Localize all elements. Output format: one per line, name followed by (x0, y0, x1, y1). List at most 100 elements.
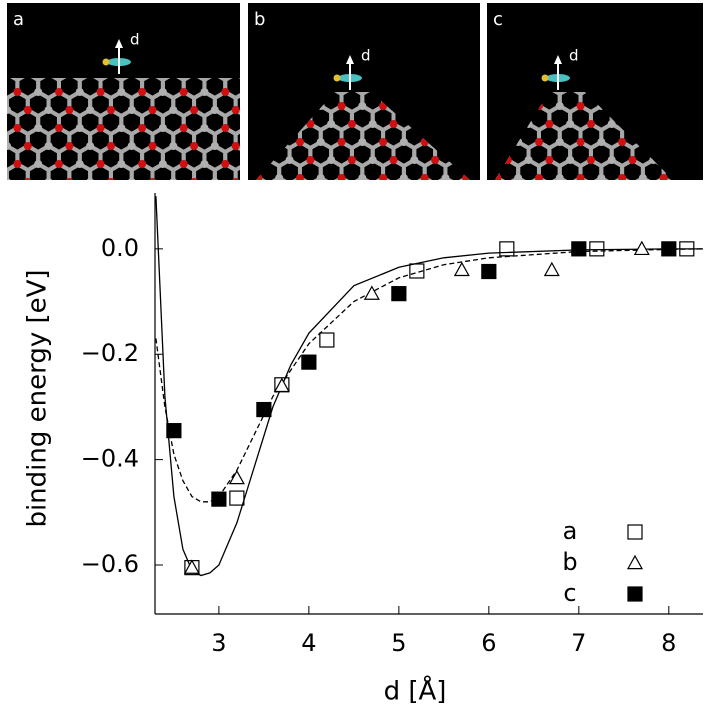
atom (535, 138, 543, 146)
bond (290, 214, 311, 238)
bond (300, 196, 321, 220)
atom (441, 174, 449, 182)
bond (248, 178, 269, 202)
atom (389, 228, 397, 236)
bond (695, 214, 704, 238)
atom (618, 210, 626, 218)
atom (431, 228, 439, 236)
bond (215, 236, 236, 260)
bond (414, 214, 435, 238)
atom (441, 210, 449, 218)
bond (529, 178, 550, 202)
atom (639, 174, 647, 182)
atom (306, 228, 314, 236)
atom (431, 156, 439, 164)
atom (389, 156, 397, 164)
bond (217, 232, 238, 256)
atom (556, 210, 564, 218)
atom (221, 232, 229, 240)
atom (545, 192, 553, 200)
bond (7, 200, 28, 224)
atom (338, 102, 346, 110)
bond (508, 196, 529, 220)
atom (86, 178, 94, 186)
bond (290, 250, 311, 274)
atom (545, 156, 553, 164)
marker (212, 492, 226, 506)
atom (180, 196, 188, 204)
bond (90, 200, 111, 224)
bond (163, 218, 184, 242)
atom (200, 232, 208, 240)
atom (660, 210, 668, 218)
bond (279, 232, 300, 256)
bond (445, 232, 466, 256)
bond (674, 214, 695, 238)
atom (462, 192, 470, 200)
atom (483, 210, 491, 218)
bond (310, 250, 331, 274)
atom (462, 228, 470, 236)
atom (169, 106, 177, 114)
atom (55, 160, 63, 168)
atom (211, 214, 219, 222)
bond (456, 214, 477, 238)
atom (462, 210, 470, 218)
panel: dc (456, 3, 704, 274)
atom (117, 124, 125, 132)
bond (487, 178, 508, 202)
bond (393, 214, 414, 238)
atom (649, 228, 657, 236)
atom (525, 228, 533, 236)
atom (421, 246, 429, 254)
atom (3, 142, 11, 150)
atom (0, 196, 1, 204)
atom (200, 88, 208, 96)
bond (477, 196, 498, 220)
atom (13, 88, 21, 96)
atom (138, 88, 146, 96)
bond (246, 218, 267, 242)
bond (0, 164, 7, 188)
bond (269, 214, 290, 238)
bond (142, 218, 163, 242)
atom (504, 210, 512, 218)
atom (138, 232, 146, 240)
atom (138, 160, 146, 168)
bond (560, 196, 581, 220)
bond (0, 92, 7, 116)
bond (518, 214, 539, 238)
bond (373, 214, 394, 238)
atom (13, 160, 21, 168)
bond (331, 214, 352, 238)
atom (556, 102, 564, 110)
bond (142, 182, 163, 206)
bond (256, 236, 277, 260)
atom (55, 232, 63, 240)
bond (227, 250, 248, 274)
bond (435, 250, 456, 274)
bond (0, 182, 17, 206)
atom (34, 160, 42, 168)
atom (107, 106, 115, 114)
atom (400, 210, 408, 218)
atom (504, 192, 512, 200)
bond (352, 250, 373, 274)
atom (431, 192, 439, 200)
x-tick-label: 8 (661, 629, 676, 657)
atom (159, 124, 167, 132)
atom (244, 192, 252, 200)
bond (435, 214, 456, 238)
bond (0, 218, 17, 242)
bond (342, 196, 363, 220)
bond (238, 232, 259, 256)
atom (180, 88, 188, 96)
atom (221, 88, 229, 96)
atom (34, 124, 42, 132)
fit-curve (156, 249, 703, 502)
atom (608, 192, 616, 200)
atom (252, 214, 260, 222)
atom (525, 156, 533, 164)
bond (695, 178, 704, 202)
atom (410, 156, 418, 164)
